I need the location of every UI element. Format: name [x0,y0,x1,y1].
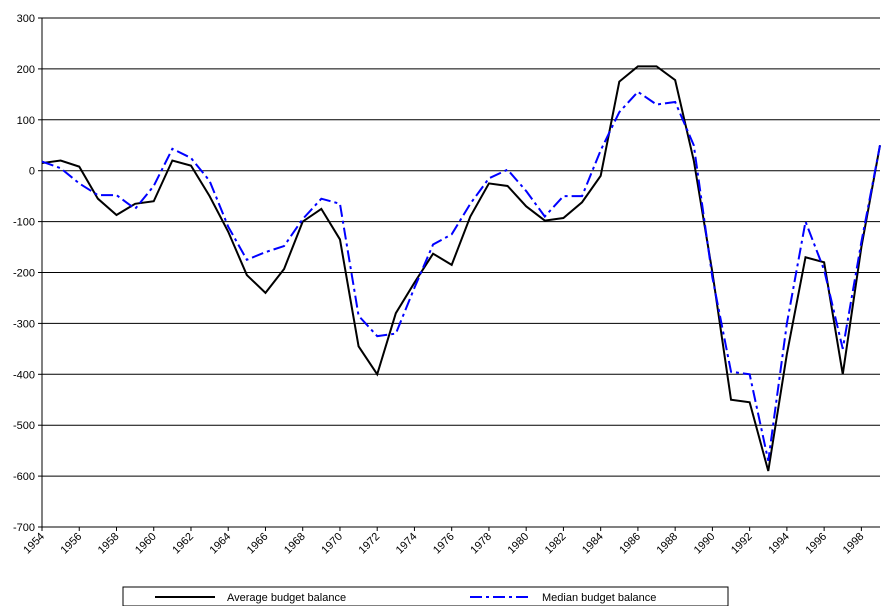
x-tick-label: 1990 [692,531,718,557]
y-tick-label: -500 [13,420,35,432]
x-tick-label: 1982 [543,531,569,557]
x-tick-label: 1978 [468,531,494,557]
y-tick-label: 300 [17,13,35,25]
y-tick-label: -300 [13,318,35,330]
x-tick-label: 1994 [766,531,792,557]
x-tick-label: 1972 [357,531,383,557]
x-tick-label: 1998 [841,531,867,557]
x-tick-label: 1984 [580,531,606,557]
x-tick-label: 1992 [729,531,755,557]
x-tick-label: 1966 [245,531,271,557]
x-tick-label: 1960 [133,531,159,557]
y-tick-label: -400 [13,369,35,381]
y-tick-label: -100 [13,217,35,229]
y-tick-label: 100 [17,115,35,127]
x-tick-label: 1986 [617,531,643,557]
x-tick-label: 1970 [319,531,345,557]
x-tick-label: 1956 [59,531,85,557]
x-tick-label: 1968 [282,531,308,557]
legend-box [122,586,729,606]
y-tick-label: -700 [13,522,35,534]
series-line [41,65,881,472]
y-tick-label: 0 [29,166,35,178]
x-tick-label: 1962 [170,531,196,557]
x-tick-label: 1964 [208,531,234,557]
legend-label: Average budget balance [227,592,346,604]
x-tick-label: 1974 [394,531,420,557]
x-tick-label: 1996 [803,531,829,557]
x-tick-label: 1958 [96,531,122,557]
x-tick-label: 1976 [431,531,457,557]
y-tick-label: 200 [17,64,35,76]
series-line [41,90,881,462]
x-tick-label: 1954 [21,531,47,557]
x-tick-label: 1980 [506,531,532,557]
y-tick-label: -200 [13,268,35,280]
x-tick-label: 1988 [654,531,680,557]
legend-label: Median budget balance [542,592,656,604]
y-tick-label: -600 [13,471,35,483]
